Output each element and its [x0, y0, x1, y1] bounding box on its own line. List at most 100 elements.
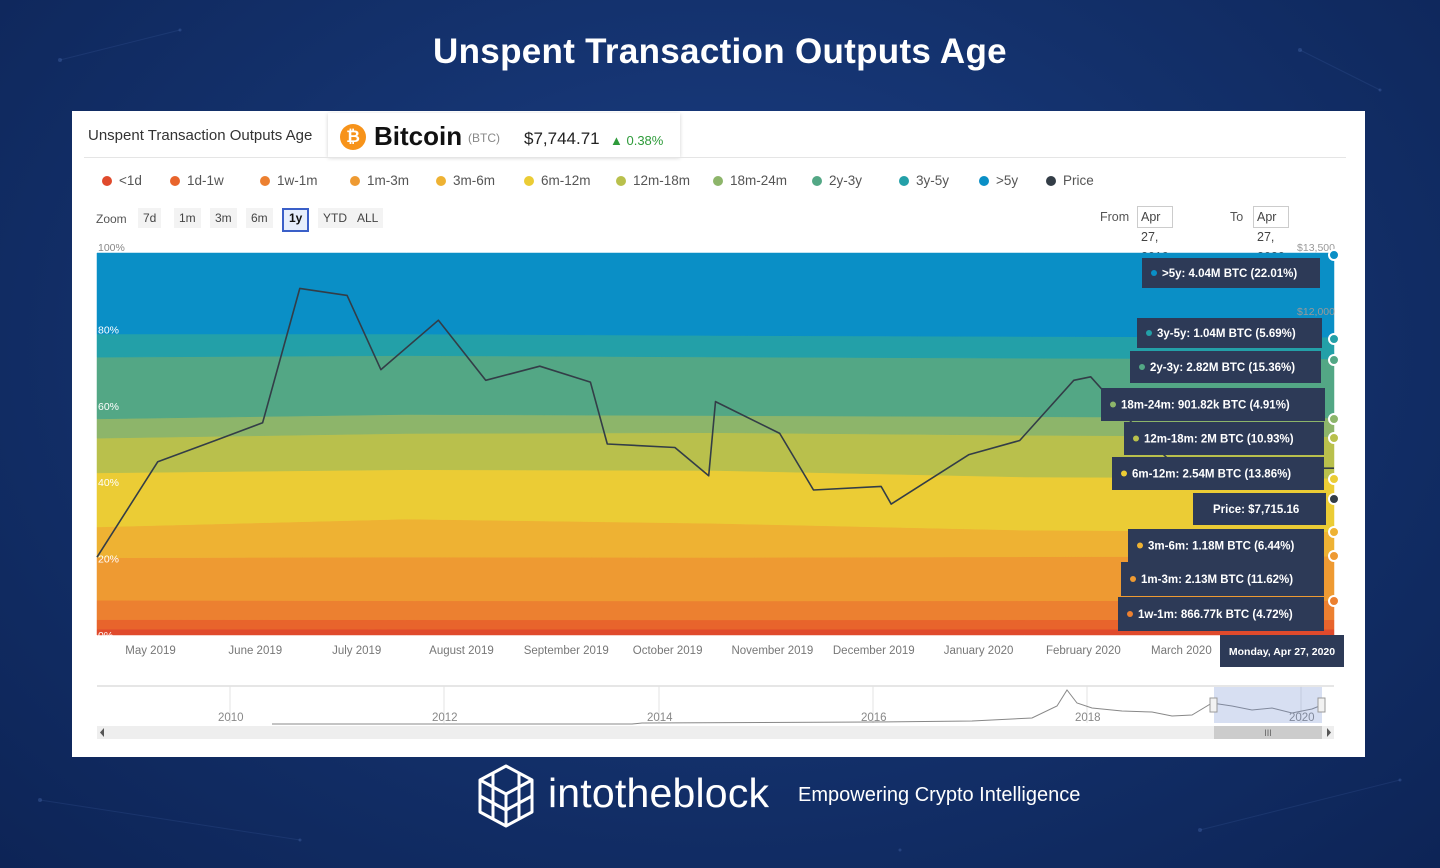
legend-item-6m-12m[interactable]: 6m-12m: [524, 173, 591, 188]
legend-item-12m-18m[interactable]: 12m-18m: [616, 173, 690, 188]
tooltip-4: 18m-24m: 901.82k BTC (4.91%): [1101, 388, 1340, 425]
x-tick-label: December 2019: [833, 645, 915, 657]
zoom-label: Zoom: [96, 212, 127, 226]
legend-item-3y-5y[interactable]: 3y-5y: [899, 173, 949, 188]
tooltip-marker: [1133, 435, 1139, 442]
series-point-marker: [1328, 333, 1340, 345]
x-tick-label: November 2019: [731, 645, 813, 657]
tooltip-label: 18m-24m: 901.82k BTC (4.91%): [1121, 400, 1290, 412]
legend-label: 1m-3m: [367, 173, 410, 188]
from-label: From: [1100, 210, 1130, 224]
legend-item-gt-5y[interactable]: >5y: [979, 173, 1018, 188]
legend-item-2y-3y[interactable]: 2y-3y: [812, 173, 862, 188]
scroll-left-icon[interactable]: [100, 728, 104, 737]
y-tick-label: 60%: [98, 401, 119, 413]
legend-marker: [102, 176, 112, 186]
navigator-right-handle[interactable]: [1317, 697, 1326, 713]
x-tick-label: May 2019: [125, 645, 176, 657]
tooltip-marker: [1110, 401, 1116, 408]
zoom-button-3m[interactable]: 3m: [210, 208, 237, 228]
series-point-marker: [1328, 354, 1340, 366]
utxo-age-chart[interactable]: 100% 80% 60% 40% 20% 0% $13,500 $12,000 May 2019…: [72, 111, 1365, 757]
legend-label: 18m-24m: [730, 173, 788, 188]
price-line: [96, 287, 1335, 558]
legend-label: 6m-12m: [541, 173, 591, 188]
tooltip-6: 6m-12m: 2.54M BTC (13.86%): [1112, 457, 1340, 490]
tooltip-marker: [1151, 270, 1157, 276]
tooltips: >5y: 4.04M BTC (22.01%) 3y-5y: 1.04M BTC …: [1101, 249, 1340, 631]
zoom-button-7d[interactable]: 7d: [138, 208, 162, 228]
tooltip-3: 2y-3y: 2.82M BTC (15.36%): [1130, 351, 1340, 383]
tooltip-8: 3m-6m: 1.18M BTC (6.44%): [1128, 526, 1340, 562]
legend-marker: [524, 176, 534, 186]
to-label: To: [1230, 210, 1244, 224]
legend-label: 12m-18m: [633, 173, 691, 188]
header-divider: [84, 157, 1346, 158]
navigator-year-label: 2014: [647, 712, 673, 724]
tooltip-label: >5y: 4.04M BTC (22.01%): [1162, 268, 1297, 280]
tooltip-marker: [1137, 542, 1143, 549]
legend-item-price[interactable]: Price: [1046, 173, 1094, 188]
legend-item-3m-6m[interactable]: 3m-6m: [436, 173, 495, 188]
tooltip-marker: [1139, 364, 1145, 370]
legend-label: Price: [1063, 173, 1094, 188]
zoom-button-all[interactable]: ALL: [352, 208, 384, 228]
navigator-year-label: 2012: [432, 712, 458, 724]
tooltip-5: 12m-18m: 2M BTC (10.93%): [1124, 422, 1340, 455]
tooltip-marker: [1130, 576, 1136, 582]
navigator[interactable]: 2010 2012 2014 2016 2018 2020 III: [97, 685, 1334, 739]
legend-marker: [436, 176, 446, 186]
tooltip-label: 12m-18m: 2M BTC (10.93%): [1144, 434, 1294, 446]
scrollbar-thumb[interactable]: [1214, 726, 1322, 739]
legend-label: 1w-1m: [277, 173, 318, 188]
tooltip-box: [1112, 457, 1324, 490]
legend-marker: [812, 176, 822, 186]
legend-item-18m-24m[interactable]: 18m-24m: [713, 173, 787, 188]
y-tick-label: 80%: [98, 324, 119, 336]
legend-marker: [899, 176, 909, 186]
tooltip-label: 1w-1m: 866.77k BTC (4.72%): [1138, 609, 1293, 621]
series-point-marker: [1328, 493, 1340, 505]
crosshair-date-box: [1220, 635, 1344, 667]
y-tick-label: 0%: [98, 630, 113, 642]
crosshair-date-label: Monday, Apr 27, 2020: [1229, 646, 1335, 658]
legend-item-1w-1m[interactable]: 1w-1m: [260, 173, 318, 188]
series-point-marker: [1328, 550, 1340, 562]
tooltip-box: [1124, 422, 1324, 455]
legend-item-1m-3m[interactable]: 1m-3m: [350, 173, 409, 188]
zoom-button-1m[interactable]: 1m: [174, 208, 201, 228]
zoom-button-1y[interactable]: 1y: [282, 208, 310, 232]
series-point-marker: [1328, 595, 1340, 607]
navigator-year-label: 2016: [861, 712, 887, 724]
stacked-area-layers: [96, 252, 1335, 636]
navigator-price-line: [272, 689, 1323, 725]
x-tick-label: October 2019: [633, 645, 703, 657]
tooltip-label: 2y-3y: 2.82M BTC (15.36%): [1150, 362, 1295, 374]
coin-price-change: ▲ 0.38%: [610, 133, 664, 148]
navigator-year-label: 2018: [1075, 712, 1101, 724]
y-tick-label: 20%: [98, 554, 119, 566]
legend-item-lt-1d[interactable]: <1d: [102, 173, 142, 188]
zoom-button-ytd[interactable]: YTD: [318, 208, 352, 228]
scroll-right-icon[interactable]: [1327, 728, 1331, 737]
coin-price: $7,744.71: [524, 129, 600, 148]
x-tick-label: March 2020: [1151, 645, 1212, 657]
panel-title: Unspent Transaction Outputs Age: [88, 127, 313, 144]
zoom-button-6m[interactable]: 6m: [246, 208, 273, 228]
legend-marker: [616, 176, 626, 186]
y-axis-labels: 100% 80% 60% 40% 20% 0%: [98, 242, 125, 642]
legend-marker: [1046, 176, 1056, 186]
navigator-left-handle[interactable]: [1209, 697, 1218, 713]
tooltip-1: >5y: 4.04M BTC (22.01%): [1142, 249, 1340, 288]
tooltip-marker: [1121, 470, 1127, 477]
legend-label: >5y: [996, 173, 1019, 188]
intotheblock-logo-icon: [478, 764, 534, 828]
legend-item-1d-1w[interactable]: 1d-1w: [170, 173, 224, 188]
tooltip-box: [1121, 562, 1324, 596]
y-tick-label: 40%: [98, 477, 119, 489]
price-tick-label: $12,000: [1297, 306, 1335, 318]
tooltip-box: [1101, 388, 1325, 421]
price-tick-label: $13,500: [1297, 242, 1335, 254]
legend-marker: [350, 176, 360, 186]
scrollbar-track[interactable]: [97, 726, 1334, 739]
